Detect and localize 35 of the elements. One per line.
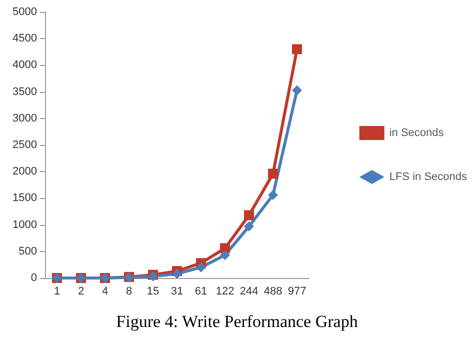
y-tick-label: 5000 bbox=[12, 6, 37, 18]
point bbox=[220, 250, 230, 260]
x-tick-label: 2 bbox=[78, 286, 84, 298]
point bbox=[196, 262, 206, 272]
x-tick-label: 122 bbox=[216, 286, 234, 298]
y-tick-label: 3000 bbox=[12, 112, 37, 124]
legend-label: in Seconds bbox=[389, 127, 444, 139]
y-tick-label: 2500 bbox=[12, 139, 37, 151]
y-tick-label: 3500 bbox=[12, 86, 37, 98]
x-tick-label: 8 bbox=[126, 286, 132, 298]
y-tick-label: 0 bbox=[30, 272, 37, 284]
point bbox=[268, 168, 278, 179]
point bbox=[220, 243, 230, 254]
point bbox=[268, 190, 278, 200]
x-tick-label: 1 bbox=[54, 286, 60, 298]
point bbox=[244, 210, 254, 220]
y-tick-label: 1000 bbox=[12, 218, 37, 231]
x-tick-label: 15 bbox=[146, 286, 160, 298]
y-tick-label: 4000 bbox=[12, 59, 37, 72]
x-tick-label: 244 bbox=[240, 286, 258, 298]
x-tick-label: 488 bbox=[264, 286, 282, 298]
y-tick-label: 2000 bbox=[12, 166, 37, 178]
x-tick-label: 977 bbox=[288, 286, 306, 298]
point bbox=[244, 221, 254, 232]
caption: Figure 4: Write Performance Graph bbox=[115, 312, 359, 332]
y-tick-label: 4500 bbox=[12, 32, 37, 45]
x-tick-label: 31 bbox=[170, 286, 184, 298]
y-tick-label: 1500 bbox=[12, 192, 37, 204]
point bbox=[172, 268, 182, 279]
point bbox=[292, 85, 302, 96]
y-tick-label: 500 bbox=[18, 245, 37, 258]
x-tick-label: 4 bbox=[102, 286, 108, 298]
x-tick-label: 61 bbox=[194, 286, 208, 298]
point bbox=[292, 44, 302, 54]
legend-label: LFS in Seconds bbox=[389, 171, 468, 183]
